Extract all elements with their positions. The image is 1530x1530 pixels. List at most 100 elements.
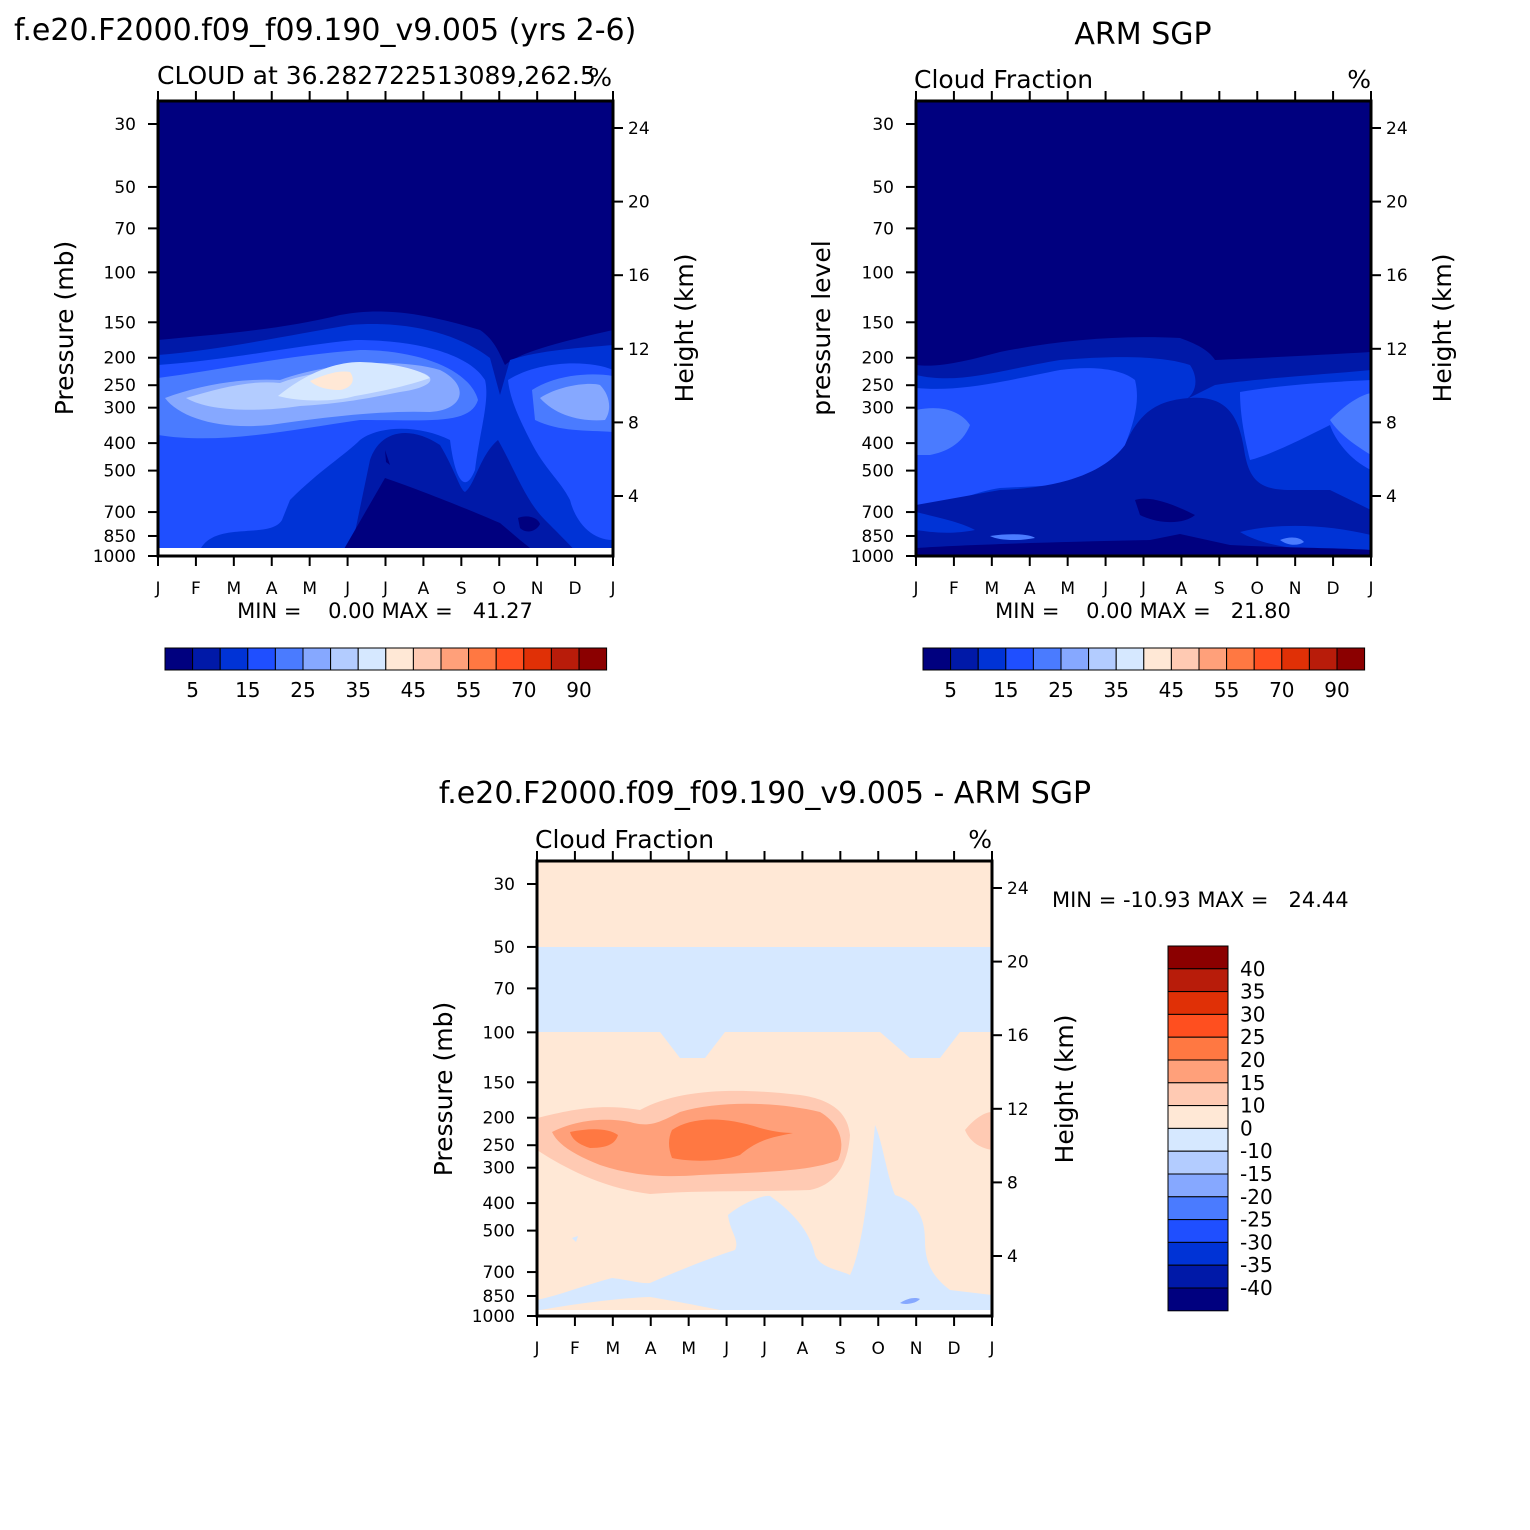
month-tick-label: M	[605, 1339, 620, 1359]
pressure-tick-label: 100	[104, 263, 136, 283]
colorbar-swatch	[1167, 1150, 1229, 1175]
colorbar-label: 70	[511, 678, 536, 702]
panel-subtitle: Cloud Fraction	[914, 65, 1093, 94]
min-max-stats: MIN = 0.00 MAX = 41.27	[237, 599, 533, 623]
y-axis-label: Pressure (mb)	[429, 1002, 458, 1176]
colorbar-swatch	[1005, 647, 1034, 671]
panel-subtitle: CLOUD at 36.282722513089,262.5	[157, 61, 596, 90]
height-tick-label: 4	[628, 487, 639, 507]
height-tick-label: 12	[628, 340, 650, 360]
difference-panel: Cloud Fraction % Pressure (mb) Height (k…	[429, 825, 1349, 1318]
contour-fill-level-0b	[340, 478, 540, 556]
pressure-tick-label: 300	[104, 399, 136, 419]
pressure-tick-label: 850	[104, 527, 136, 547]
surface-strip	[537, 1310, 992, 1316]
colorbar-swatch	[1226, 647, 1255, 671]
contour-fill-level-8	[310, 371, 353, 390]
colorbar-label: 5	[186, 678, 199, 702]
colorbar-label: -40	[1240, 1276, 1273, 1300]
right-panel-title: ARM SGP	[1074, 17, 1211, 52]
model-cloud-panel: CLOUD at 36.282722513089,262.5 % Pressur…	[50, 61, 699, 623]
pressure-tick-label: 100	[862, 263, 894, 283]
pressure-tick-label: 700	[862, 503, 894, 523]
contour-fill-negative-3	[572, 1236, 578, 1242]
month-tick-label: F	[191, 579, 201, 599]
pressure-tick-label: 850	[862, 527, 894, 547]
colorbar-swatch	[385, 647, 414, 671]
pressure-tick-label: 150	[862, 313, 894, 333]
pressure-tick-label: 100	[483, 1023, 515, 1043]
axes-layer: 3050701001502002503004005007008501000242…	[93, 91, 1408, 1359]
colorbar-label: -15	[1240, 1162, 1273, 1186]
colorbar-swatch	[1143, 647, 1172, 671]
units-label: %	[968, 825, 992, 854]
pressure-tick-label: 150	[483, 1073, 515, 1093]
height-tick-label: 4	[1386, 487, 1397, 507]
contour-fill-level-3	[916, 368, 1371, 556]
pressure-tick-label: 50	[872, 178, 894, 198]
model-colorbar: 5 15 25 35 45 55 70 90	[164, 647, 608, 702]
colorbar-label: 35	[1103, 678, 1128, 702]
colorbar-label: 30	[1240, 1002, 1265, 1026]
height-tick-label: 20	[1007, 953, 1029, 973]
month-tick-label: O	[1251, 579, 1264, 599]
height-tick-label: 12	[1386, 340, 1408, 360]
pressure-tick-label: 50	[493, 938, 515, 958]
height-tick-label: 8	[1386, 413, 1397, 433]
height-tick-label: 16	[1007, 1026, 1029, 1046]
colorbar-swatch	[440, 647, 470, 671]
pressure-tick-label: 150	[104, 313, 136, 333]
height-tick-label: 20	[628, 193, 650, 213]
colorbar-swatch	[1167, 968, 1229, 993]
contour-fill-level-4b	[990, 534, 1304, 545]
month-tick-label: M	[1060, 579, 1075, 599]
contour-fill-level-0b	[1135, 498, 1195, 523]
height-tick-label: 16	[628, 266, 650, 286]
month-tick-label: D	[569, 579, 582, 599]
pressure-tick-label: 700	[483, 1263, 515, 1283]
pressure-tick-label: 50	[114, 178, 136, 198]
y-axis-label: Pressure (mb)	[50, 241, 79, 415]
colorbar-swatch	[1167, 1082, 1229, 1107]
month-tick-label: J	[988, 1339, 994, 1359]
obs-colorbar: 5 15 25 35 45 55 70 90	[922, 647, 1366, 702]
min-max-stats: MIN = -10.93 MAX = 24.44	[1052, 888, 1349, 912]
left-panel-title: f.e20.F2000.f09_f09.190_v9.005 (yrs 2-6)	[14, 13, 636, 48]
colorbar-swatch	[1088, 647, 1117, 671]
colorbar-swatch	[1167, 1241, 1229, 1266]
colorbar-swatch	[550, 647, 580, 671]
colorbar-swatch	[468, 647, 497, 671]
obs-contour-field	[916, 101, 1371, 556]
contour-fill-level-0c	[385, 450, 390, 465]
colorbar-label: 10	[1240, 1094, 1265, 1118]
colorbar-swatch	[578, 647, 608, 671]
colorbar-swatch	[164, 647, 194, 671]
colorbar-label: 35	[345, 678, 370, 702]
pressure-tick-label: 400	[104, 434, 136, 454]
panel-subtitle: Cloud Fraction	[535, 825, 714, 854]
height-tick-label: 24	[628, 119, 650, 139]
pressure-tick-label: 250	[483, 1136, 515, 1156]
pressure-tick-label: 300	[483, 1159, 515, 1179]
colorbar-label: -20	[1240, 1185, 1273, 1209]
pressure-tick-label: 70	[114, 219, 136, 239]
month-tick-label: N	[531, 579, 544, 599]
colorbar-label: 35	[1240, 980, 1265, 1004]
height-tick-label: 8	[628, 413, 639, 433]
pressure-tick-label: 200	[104, 349, 136, 369]
pressure-tick-label: 700	[104, 503, 136, 523]
month-tick-label: A	[1024, 579, 1036, 599]
month-tick-label: J	[761, 1339, 767, 1359]
colorbar-swatch	[1281, 647, 1310, 671]
contour-fill-level-5	[165, 363, 610, 427]
colorbar-label: 25	[290, 678, 315, 702]
colorbar-label: -10	[1240, 1139, 1273, 1163]
colorbar-label: 55	[456, 678, 481, 702]
height-tick-label: 12	[1007, 1100, 1029, 1120]
contour-fill-level-7	[278, 362, 430, 401]
colorbar-swatch	[1167, 1264, 1229, 1289]
colorbar-swatch	[1198, 647, 1228, 671]
